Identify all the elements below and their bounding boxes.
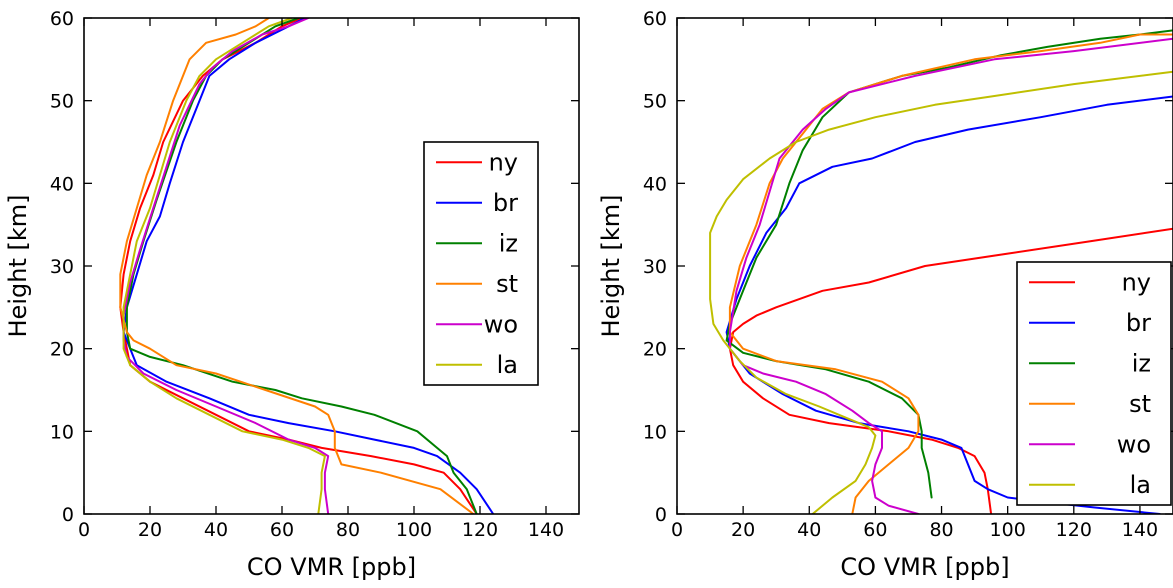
series-line-la <box>709 70 1173 514</box>
series-line-st <box>119 18 475 514</box>
y-tick-label: 20 <box>50 339 74 361</box>
plot-frame <box>83 17 580 515</box>
series-line-ny <box>728 227 1173 514</box>
series-line-la <box>122 18 326 514</box>
legend: ny br iz st wo la <box>1016 261 1172 506</box>
y-axis-label: Height [km] <box>4 195 32 338</box>
left-chart: 0 20 40 60 80 100 120 140 0 10 20 30 40 50 60 CO VMR [p… <box>4 8 580 581</box>
series-group <box>119 18 495 514</box>
y-tick-label: 30 <box>643 256 667 278</box>
y-tick-label: 0 <box>655 504 667 526</box>
x-tick-label: 40 <box>797 519 821 541</box>
legend-label-br: br <box>493 189 518 217</box>
x-tick-label: 40 <box>204 519 228 541</box>
x-tick-label: 120 <box>1056 519 1092 541</box>
x-tick-label: 60 <box>270 519 294 541</box>
legend-label-ny: ny <box>1122 268 1151 296</box>
y-tick-label: 50 <box>643 91 667 113</box>
x-tick-label: 140 <box>1122 519 1158 541</box>
legend-label-la: la <box>1130 471 1151 499</box>
plot-frame <box>676 17 1173 515</box>
y-tick-label: 0 <box>62 504 74 526</box>
x-axis-label: CO VMR [ppb] <box>840 553 1009 581</box>
legend-label-iz: iz <box>1132 349 1151 377</box>
y-tick-label: 20 <box>643 339 667 361</box>
legend-label-wo: wo <box>1117 430 1151 458</box>
legend-label-iz: iz <box>499 229 518 257</box>
legend-label-la: la <box>497 351 518 379</box>
x-tick-label: 0 <box>78 519 90 541</box>
legend-label-st: st <box>1129 390 1151 418</box>
x-tick-label: 0 <box>671 519 683 541</box>
legend-label-br: br <box>1126 309 1151 337</box>
x-tick-label: 120 <box>462 519 498 541</box>
series-line-ny <box>119 18 478 514</box>
y-tick-label: 60 <box>50 8 74 30</box>
y-tick-label: 50 <box>50 91 74 113</box>
y-tick-label: 40 <box>643 173 667 195</box>
x-tick-label: 140 <box>528 519 564 541</box>
series-group <box>709 29 1173 514</box>
x-tick-label: 80 <box>929 519 953 541</box>
legend-label-st: st <box>496 270 518 298</box>
y-tick-label: 10 <box>50 421 74 443</box>
x-tick-label: 20 <box>138 519 162 541</box>
y-tick-label: 10 <box>643 421 667 443</box>
right-chart: 0 20 40 60 80 100 120 140 0 10 20 30 40 50 60 CO VMR [p… <box>597 8 1173 581</box>
y-tick-label: 30 <box>50 256 74 278</box>
legend-label-ny: ny <box>489 148 518 176</box>
x-tick-label: 80 <box>336 519 360 541</box>
series-line-st <box>728 33 1173 514</box>
x-tick-label: 100 <box>396 519 432 541</box>
x-tick-label: 100 <box>990 519 1026 541</box>
y-tick-label: 60 <box>643 8 667 30</box>
x-axis-label: CO VMR [ppb] <box>247 553 416 581</box>
legend-frame <box>423 141 539 386</box>
y-axis-label: Height [km] <box>597 195 625 338</box>
legend-label-wo: wo <box>484 310 518 338</box>
legend: ny br iz st wo la <box>423 141 539 386</box>
x-tick-label: 20 <box>731 519 755 541</box>
series-line-br <box>122 18 495 514</box>
legend-frame <box>1016 261 1172 506</box>
x-tick-label: 60 <box>863 519 887 541</box>
y-tick-label: 40 <box>50 173 74 195</box>
